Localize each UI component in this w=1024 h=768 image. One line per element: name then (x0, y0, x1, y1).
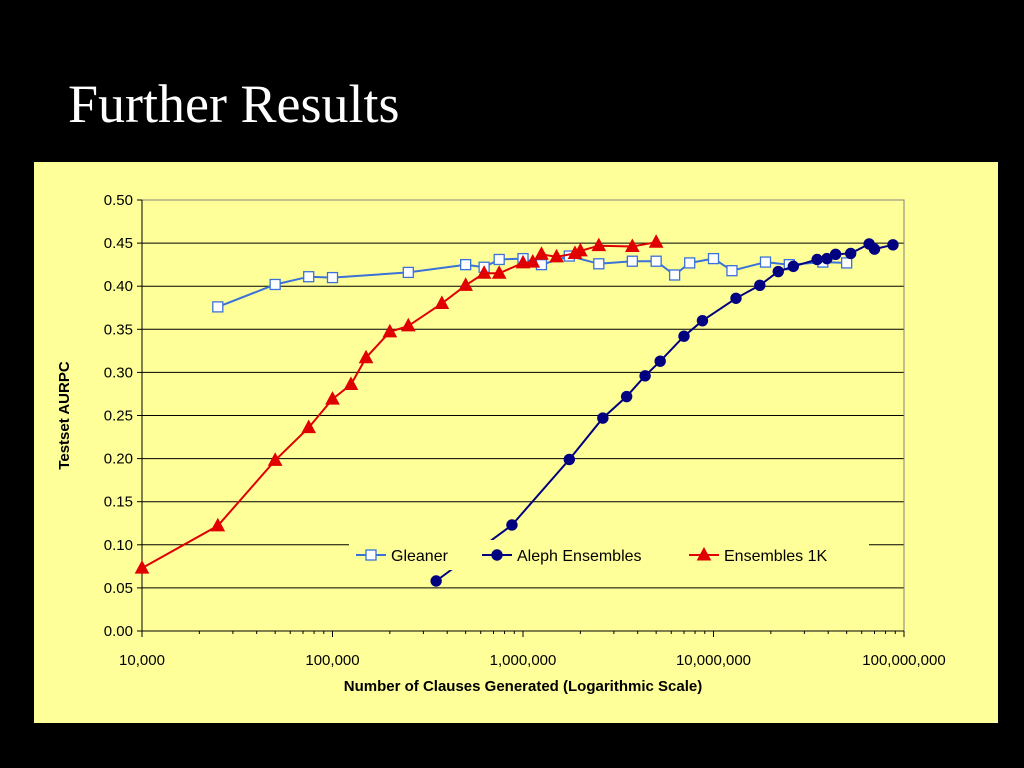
data-point (476, 265, 492, 279)
legend-marker (491, 549, 503, 561)
legend-marker (365, 549, 377, 561)
x-tick-label: 100,000 (305, 652, 359, 669)
data-point (591, 237, 607, 252)
data-point (134, 560, 150, 574)
y-tick-label: 0.10 (104, 537, 133, 554)
data-point (493, 253, 505, 266)
data-point (678, 330, 690, 342)
data-point (620, 390, 633, 403)
legend-item: Ensembles 1K (689, 546, 827, 565)
data-point (434, 295, 450, 309)
data-point (573, 242, 588, 257)
data-point (625, 238, 640, 253)
data-point (829, 248, 842, 261)
y-tick-label: 0.50 (104, 192, 133, 209)
data-point (668, 269, 681, 281)
y-tick-label: 0.45 (104, 235, 133, 252)
slide-title: Further Results (68, 74, 400, 134)
x-tick-label: 1,000,000 (490, 652, 557, 669)
x-tick-label: 100,000,000 (862, 652, 945, 669)
chart-panel: 0.00 0.05 0.10 0.15 0.20 0.25 0.30 0.35 0.40 0.45… (34, 162, 998, 723)
data-point (654, 355, 666, 367)
legend-label: Gleaner (391, 548, 449, 565)
y-tick-label: 0.35 (104, 321, 133, 338)
series-aleph-ensembles (430, 238, 899, 587)
data-point (887, 239, 899, 251)
y-axis-ticks: 0.00 0.05 0.10 0.15 0.20 0.25 0.30 0.35 0.40 0.45… (104, 192, 142, 640)
y-tick-label: 0.20 (104, 451, 133, 468)
data-point (726, 265, 738, 277)
data-point (382, 323, 398, 338)
data-point (841, 257, 853, 269)
data-point (458, 277, 473, 291)
y-tick-label: 0.25 (104, 408, 133, 425)
data-point (515, 254, 531, 269)
data-point (212, 301, 224, 313)
data-point (563, 453, 575, 466)
data-point (343, 376, 359, 390)
legend-label: Ensembles 1K (724, 548, 827, 565)
data-point (844, 247, 857, 260)
data-point (430, 575, 442, 587)
y-tick-label: 0.30 (104, 364, 133, 381)
data-point (210, 517, 226, 532)
legend-background (349, 540, 869, 570)
line-chart: 0.00 0.05 0.10 0.15 0.20 0.25 0.30 0.35 0.40 0.45… (34, 162, 998, 723)
y-tick-label: 0.00 (104, 623, 133, 640)
data-point (696, 314, 709, 327)
legend: Gleaner Aleph Ensembles Ensembles 1K (349, 540, 869, 570)
data-point (759, 256, 772, 268)
data-point (358, 349, 374, 364)
data-point (772, 265, 784, 278)
data-point (626, 255, 639, 267)
x-axis-label: Number of Clauses Generated (Logarithmic… (344, 678, 702, 695)
data-point (325, 391, 340, 405)
y-tick-label: 0.15 (104, 494, 133, 511)
legend-item: Gleaner (356, 548, 449, 565)
data-point (549, 248, 564, 263)
data-point (707, 252, 720, 265)
y-tick-label: 0.40 (104, 278, 133, 295)
y-axis-label: Testset AURPC (56, 361, 73, 470)
data-point (301, 419, 317, 434)
x-axis-ticks: 10,000 100,000 1,000,000 10,000,000 100,000,… (119, 631, 946, 669)
data-point (534, 246, 549, 260)
data-point (460, 259, 472, 271)
data-point (811, 253, 823, 266)
data-point (400, 317, 416, 332)
legend-marker (696, 546, 712, 561)
data-point (267, 452, 283, 466)
data-point (684, 257, 696, 269)
data-point (650, 255, 662, 267)
y-tick-label: 0.05 (104, 580, 133, 597)
data-point (787, 260, 800, 273)
series-line (217, 254, 847, 308)
legend-item: Aleph Ensembles (482, 548, 642, 565)
data-point (491, 265, 507, 279)
legend-label: Aleph Ensembles (517, 548, 642, 565)
x-tick-label: 10,000 (119, 652, 165, 669)
chart-area-background (34, 162, 998, 723)
x-tick-label: 10,000,000 (676, 652, 751, 669)
data-point (326, 271, 339, 284)
data-point (593, 258, 605, 270)
data-point (525, 254, 541, 268)
data-point (730, 292, 742, 304)
data-point (868, 243, 881, 255)
data-point (402, 266, 414, 279)
plot-series (134, 234, 899, 587)
data-point (303, 271, 315, 283)
data-point (639, 370, 651, 382)
data-point (754, 279, 766, 292)
series-ensembles-1k (134, 234, 664, 574)
data-point (506, 519, 518, 531)
data-point (269, 278, 281, 291)
data-point (648, 234, 664, 248)
data-point (597, 412, 609, 424)
